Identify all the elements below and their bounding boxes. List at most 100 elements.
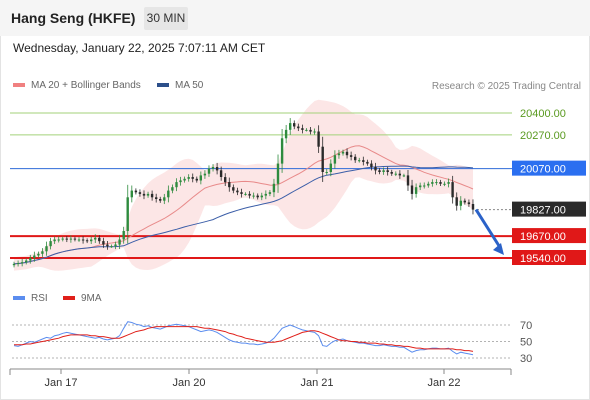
ma9-label: 9MA (81, 293, 102, 304)
candle-body (333, 155, 337, 164)
candle-body (199, 175, 202, 181)
candle-body (374, 167, 377, 171)
candle-body (439, 182, 442, 184)
candle-body (264, 193, 267, 196)
candle-body (410, 185, 414, 194)
candle-body (451, 182, 454, 198)
candle-body (337, 153, 341, 156)
candle-body (73, 238, 77, 240)
level-label: 19670.00 (520, 231, 566, 243)
candle-body (146, 193, 150, 196)
rsi-series-rsi (13, 321, 474, 356)
candle-body (114, 244, 117, 247)
ma9-swatch (63, 296, 75, 301)
candle-body (414, 187, 418, 194)
candle-body (155, 197, 158, 199)
candle-body (378, 170, 381, 172)
candle-body (49, 241, 52, 247)
legend-ma50: MA 50 (157, 80, 203, 91)
level-label-box (512, 126, 586, 142)
candle-body (406, 175, 410, 186)
candle-body (191, 177, 194, 179)
candle-body (272, 183, 276, 193)
legend-ma20: MA 20 + Bollinger Bands (13, 80, 141, 91)
candle-body (16, 263, 20, 265)
candle-body (341, 151, 345, 154)
candle-body (394, 173, 397, 175)
x-axis-label: Jan 17 (44, 377, 77, 389)
candle-body (215, 167, 219, 171)
candle-body (329, 163, 332, 172)
candle-body (284, 129, 288, 139)
candle-body (203, 173, 207, 176)
level-label-box (512, 250, 586, 265)
candle-body (248, 193, 251, 196)
level-label-box (512, 201, 586, 217)
candle-body (419, 185, 422, 188)
legend-rsi: RSI (13, 293, 48, 304)
candle-body (126, 197, 129, 231)
level-label-box (512, 105, 586, 120)
candle-body (142, 193, 146, 196)
candle-body (81, 239, 85, 241)
candle-body (398, 173, 401, 176)
candle-body (280, 138, 284, 164)
candle-body (252, 195, 255, 197)
candle-body (163, 197, 166, 201)
candle-body (228, 182, 231, 188)
candle-body (325, 172, 328, 173)
forecast-arrow-head (493, 243, 504, 255)
candle-body (134, 190, 138, 193)
candle-body (435, 182, 438, 184)
candle-body (427, 183, 430, 186)
candle-body (69, 238, 73, 240)
candle-body (57, 239, 60, 241)
candle-body (463, 200, 466, 203)
candle-body (301, 128, 304, 130)
candle-body (106, 244, 109, 247)
legend-ma9: 9MA (63, 293, 102, 304)
rsi-tick-label: 70 (520, 320, 532, 332)
candle-body (90, 239, 93, 242)
candle-body (85, 240, 89, 242)
candle-body (345, 151, 349, 156)
candle-body (370, 163, 373, 167)
candle-body (349, 155, 353, 157)
forecast-arrow-shaft (474, 208, 503, 250)
chart-header: Hang Seng (HKFE) 30 MIN (0, 0, 590, 36)
candle-body (236, 190, 239, 193)
candle-body (219, 170, 223, 177)
bollinger-band (14, 99, 473, 271)
rsi-tick-label: 30 (520, 353, 532, 365)
candle-body (362, 160, 365, 162)
candle-body (167, 190, 170, 198)
candle-body (459, 200, 462, 206)
copyright-text: Research © 2025 Trading Central (431, 81, 581, 92)
rsi-series-9ma (14, 326, 474, 352)
candle-body (305, 129, 308, 131)
rsi-label: RSI (31, 293, 48, 304)
candle-body (321, 146, 324, 172)
candle-body (297, 126, 300, 129)
candle-body (138, 192, 142, 194)
level-label: 20070.00 (520, 164, 566, 176)
level-label-box (512, 228, 586, 244)
timeframe-button[interactable]: 30 MIN (144, 7, 188, 30)
candle-body (41, 251, 44, 254)
candle-body (179, 180, 182, 183)
ma50-line (13, 165, 474, 265)
candle-body (309, 129, 312, 132)
candle-body (94, 237, 97, 240)
candle-body (256, 195, 259, 198)
candle-body (25, 260, 28, 263)
candle-body (431, 182, 434, 184)
candle-body (102, 241, 105, 245)
candle-body (45, 246, 48, 252)
candle-body (240, 192, 243, 194)
candle-body (232, 187, 235, 191)
candle-body (77, 239, 81, 241)
rsi-swatch (13, 296, 25, 301)
x-axis-label: Jan 22 (427, 377, 460, 389)
candle-body (455, 197, 458, 206)
